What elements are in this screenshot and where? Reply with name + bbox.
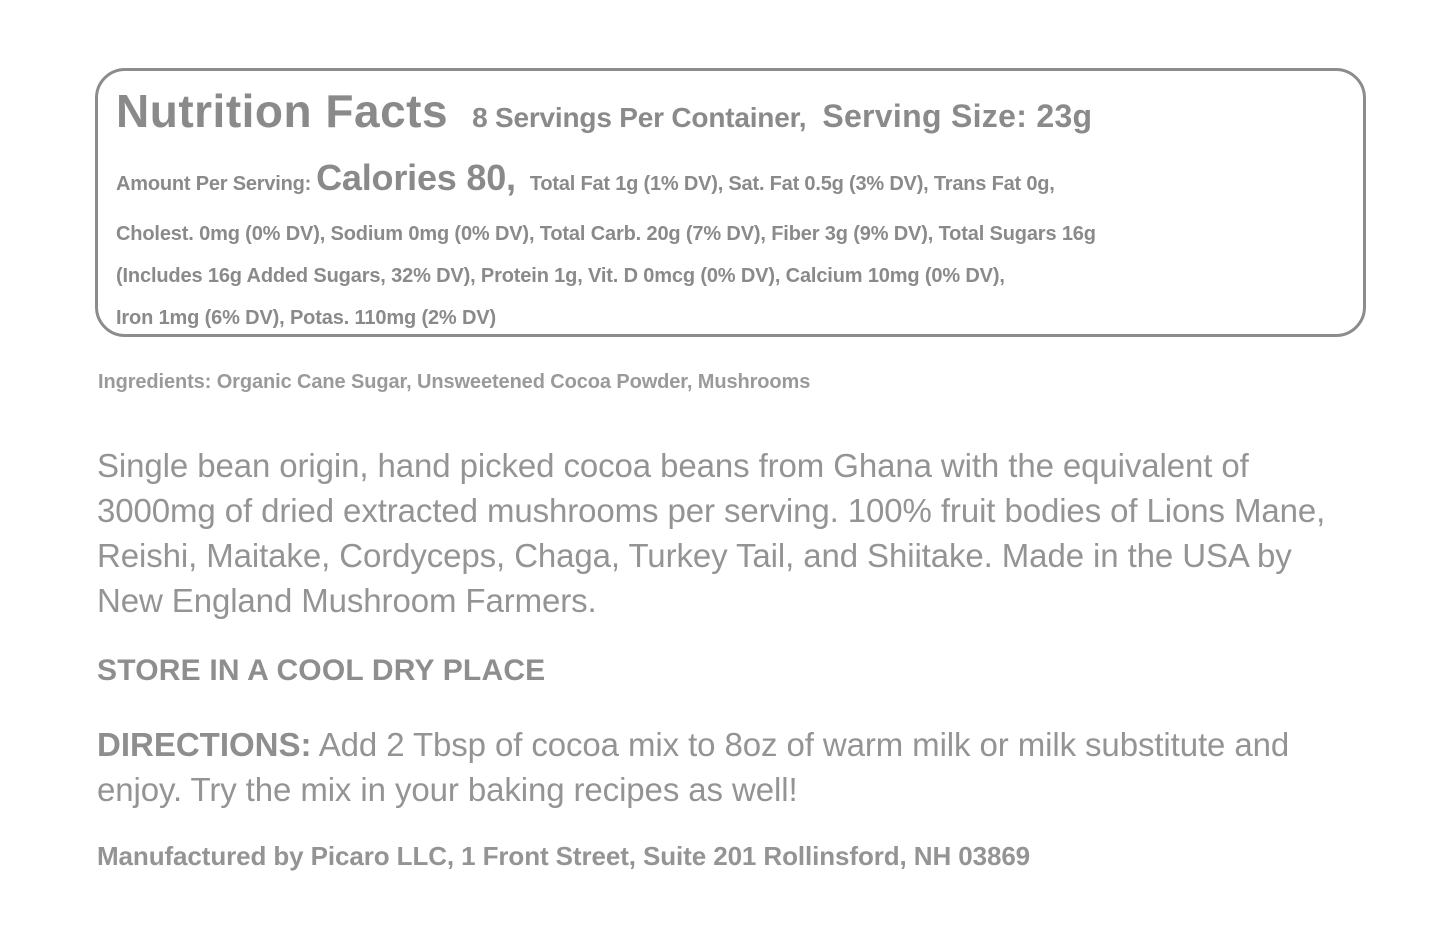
nutrition-facts-header-row: Nutrition Facts 8 Servings Per Container… [116, 88, 1349, 150]
directions-block: DIRECTIONS: Add 2 Tbsp of cocoa mix to 8… [97, 722, 1297, 812]
nutrition-facts-content: Nutrition Facts 8 Servings Per Container… [116, 88, 1349, 328]
calories-row: Amount Per Serving: Calories 80, Total F… [116, 160, 1349, 202]
page-title: Nutrition Facts [116, 85, 449, 137]
nutrient-line-4: Iron 1mg (6% DV), Potas. 110mg (2% DV) [116, 307, 496, 329]
servings-per-container: 8 Servings Per Container, [472, 102, 807, 133]
directions-label: DIRECTIONS: [97, 726, 312, 763]
nutrient-line-2: Cholest. 0mg (0% DV), Sodium 0mg (0% DV)… [116, 223, 1096, 245]
amount-per-serving-label: Amount Per Serving: [116, 173, 312, 195]
manufacturer-info: Manufactured by Picaro LLC, 1 Front Stre… [97, 841, 1031, 871]
nutrition-facts-panel: Nutrition Facts 8 Servings Per Container… [95, 68, 1366, 337]
nutrient-line-1: Total Fat 1g (1% DV), Sat. Fat 0.5g (3% … [529, 173, 1055, 195]
serving-size: Serving Size: 23g [822, 98, 1093, 134]
nutrient-line-3: (Includes 16g Added Sugars, 32% DV), Pro… [116, 265, 1005, 287]
product-description: Single bean origin, hand picked cocoa be… [97, 447, 1326, 619]
calories-value: Calories 80, [316, 157, 516, 198]
storage-instructions: STORE IN A COOL DRY PLACE [97, 654, 546, 687]
directions-text: Add 2 Tbsp of cocoa mix to 8oz of warm m… [97, 726, 1290, 808]
ingredients-text: Ingredients: Organic Cane Sugar, Unsweet… [98, 371, 811, 393]
